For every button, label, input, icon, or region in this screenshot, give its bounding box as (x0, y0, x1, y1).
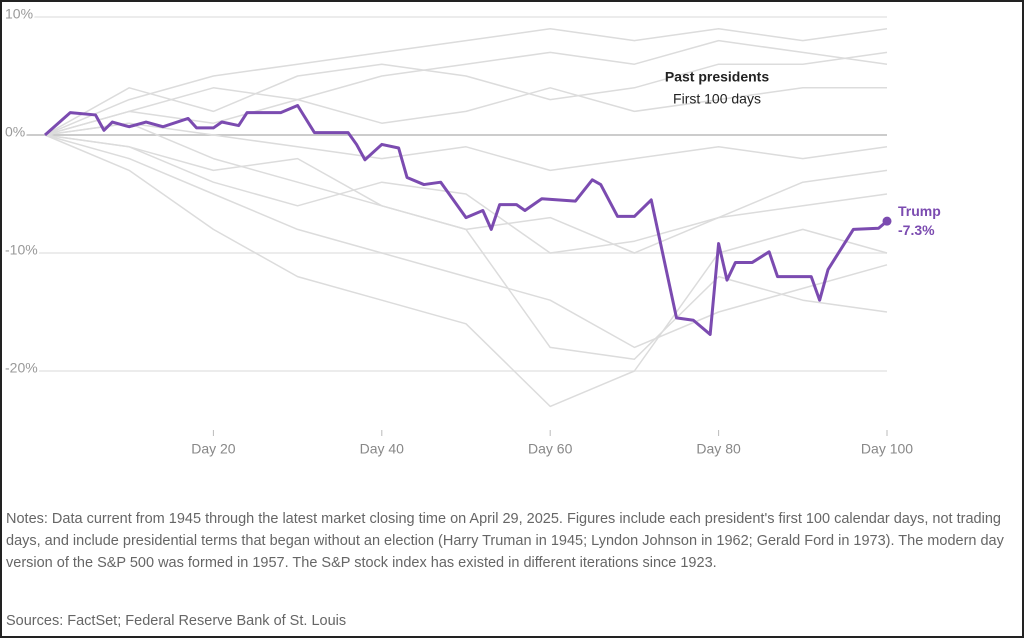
sources: Sources: FactSet; Federal Reserve Bank o… (6, 613, 347, 629)
y-tick-label: 10% (5, 6, 33, 22)
past-line (44, 134, 888, 349)
y-tick-label: -10% (5, 242, 38, 258)
past-line (44, 51, 888, 136)
past-line (44, 122, 888, 254)
lines: Trump -7.3% (44, 28, 941, 408)
past-line (44, 122, 888, 172)
series-line (44, 104, 888, 336)
data-label: -7.3% (898, 222, 935, 238)
x-tick-label: Day 100 (861, 441, 913, 457)
annotation: Past presidents (665, 69, 769, 85)
y-tick-label: -20% (5, 360, 38, 376)
series-label: Trump (898, 203, 941, 219)
past-line (44, 39, 888, 136)
past-line (44, 134, 888, 254)
x-tick-label: Day 80 (696, 441, 741, 457)
past-line (44, 134, 888, 360)
end-point (882, 216, 892, 226)
x-tick-label: Day 60 (528, 441, 573, 457)
past-line (44, 28, 888, 136)
grid: 10% 0% -10% -20% Day 20 Day 40 Day 60 Day 80 Day… (3, 4, 913, 457)
past-line (44, 134, 888, 408)
notes: Notes: Data current from 1945 through th… (6, 511, 1004, 571)
x-tick-label: Day 20 (191, 441, 236, 457)
x-tick-label: Day 40 (360, 441, 405, 457)
annotation: First 100 days (673, 91, 761, 107)
y-tick-label: 0% (5, 124, 25, 140)
